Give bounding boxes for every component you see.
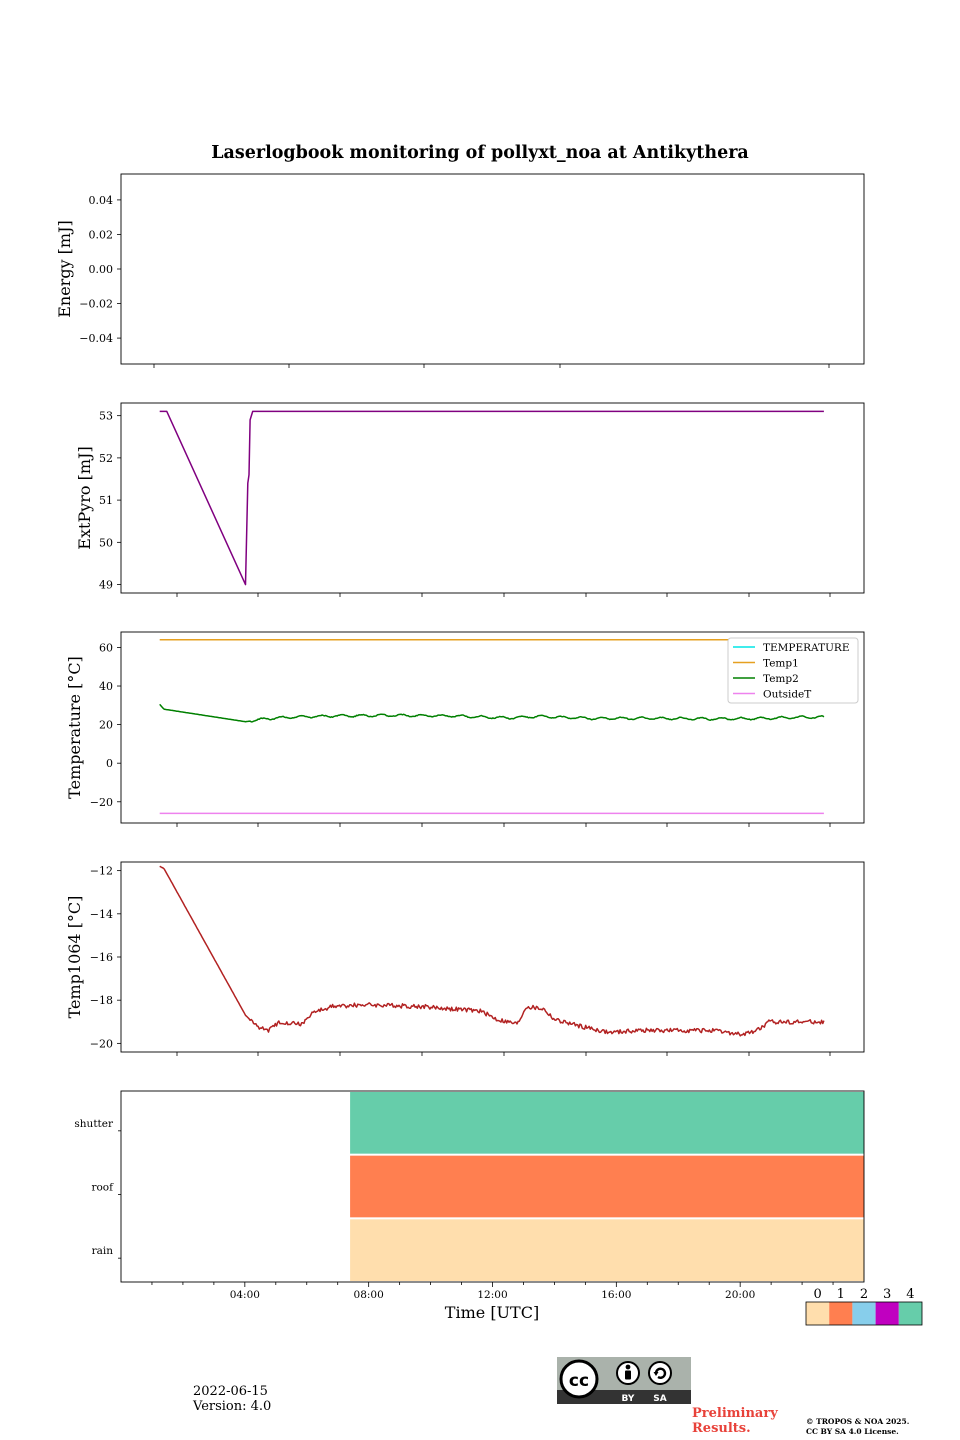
series-line-temp2 [159, 703, 825, 723]
chart-title: Laserlogbook monitoring of pollyxt_noa a… [211, 143, 749, 163]
y-tick-label: 0.02 [89, 228, 114, 241]
series-line [159, 865, 825, 1037]
legend-box [727, 637, 859, 704]
y-axis-label: Energy [mJ] [55, 220, 74, 318]
y-tick-label: −20 [90, 796, 113, 809]
legend-entry: Temp1 [763, 658, 799, 670]
sa-sharealike-icon [648, 1361, 672, 1385]
y-tick-label: 0.04 [89, 194, 114, 207]
y-tick-label: −18 [90, 994, 113, 1007]
row-label: roof [91, 1182, 114, 1194]
heatmap-band-shutter [350, 1092, 864, 1154]
legend-entry: TEMPERATURE [763, 642, 850, 654]
heatmap-band-roof [350, 1155, 864, 1218]
date-text: 2022-06-15 [193, 1384, 268, 1399]
colorbar-cell-0 [806, 1302, 830, 1325]
panel-3: 60 40 20 0 −20 Temperature [°C] TEMPERATURE Tem… [65, 631, 865, 827]
cc-license-badge: cc BY SA [557, 1357, 691, 1404]
x-tick-label: 20:00 [725, 1289, 755, 1301]
y-tick-label: 20 [99, 719, 113, 732]
x-tick-label: 04:00 [230, 1289, 260, 1301]
y-axis-label: Temperature [°C] [65, 656, 84, 799]
cc-icon [559, 1359, 599, 1399]
copyright-notice: © TROPOS & NOA 2025. CC BY SA 4.0 Licens… [806, 1417, 909, 1437]
colorbar-label: 3 [883, 1287, 891, 1302]
sa-label: SA [653, 1394, 666, 1404]
copyright-line-2: CC BY SA 4.0 License. [806, 1427, 899, 1436]
x-tick-label: 08:00 [354, 1289, 384, 1301]
x-axis-label: Time [UTC] [445, 1303, 539, 1322]
y-tick-label: −0.02 [79, 298, 113, 311]
row-label: rain [92, 1245, 114, 1257]
colorbar-frame [805, 1301, 923, 1326]
preliminary-line-2: Results. [692, 1421, 751, 1436]
y-tick-label: −12 [90, 865, 113, 878]
y-tick-label: 0.00 [89, 263, 114, 276]
x-tick-label: 16:00 [601, 1289, 631, 1301]
x-tick-label: 12:00 [477, 1289, 507, 1301]
preliminary-line-1: Preliminary [692, 1406, 778, 1421]
panel-1: 0.04 0.02 0.00 −0.02 −0.04 Energy [mJ] [55, 173, 865, 368]
axes-frame [120, 173, 865, 365]
y-tick-label: 53 [99, 410, 113, 423]
y-axis-label: ExtPyro [mJ] [75, 446, 94, 549]
panel-2: 53 52 51 50 49 ExtPyro [mJ] [75, 402, 865, 597]
y-tick-label: −0.04 [79, 332, 113, 345]
y-tick-label: 60 [99, 641, 113, 654]
y-tick-label: 40 [99, 680, 113, 693]
colorbar-label: 0 [813, 1287, 821, 1302]
axes-frame [120, 631, 865, 824]
colorbar-label: 1 [837, 1287, 845, 1302]
heatmap-band-rain [350, 1219, 864, 1281]
colorbar-cell-1 [829, 1302, 853, 1325]
colorbar-cell-4 [898, 1302, 922, 1325]
y-axis-label: Temp1064 [°C] [65, 896, 84, 1019]
cc-icon-label: cc [569, 1371, 589, 1391]
axes-frame [120, 402, 865, 594]
y-tick-label: 51 [99, 494, 113, 507]
y-tick-label: −20 [90, 1037, 113, 1050]
by-label: BY [622, 1394, 635, 1404]
y-tick-label: 49 [99, 579, 113, 592]
axes-frame [120, 861, 865, 1053]
colorbar-label: 4 [906, 1287, 914, 1302]
y-tick-label: 52 [99, 452, 113, 465]
y-tick-label: 0 [106, 757, 113, 770]
preliminary-notice: Preliminary Results. [692, 1406, 802, 1436]
y-tick-label: −14 [90, 908, 113, 921]
version-text: Version: 4.0 [193, 1399, 272, 1414]
y-tick-label: −16 [90, 951, 113, 964]
colorbar-label: 2 [860, 1287, 868, 1302]
panel-4: −12 −14 −16 −18 −20 Temp1064 [°C] [65, 861, 865, 1056]
copyright-line-1: © TROPOS & NOA 2025. [806, 1417, 910, 1426]
legend: TEMPERATURE Temp1 Temp2 OutsideT [727, 637, 859, 704]
legend-entry: OutsideT [763, 689, 811, 701]
axes-frame [120, 1090, 865, 1283]
panel-5: shutter roof rain 04:00 08:00 12:00 16:00 20:00 [74, 1090, 865, 1301]
legend-entry: Temp2 [763, 673, 799, 685]
y-tick-label: 50 [99, 536, 113, 549]
colorbar-cell-3 [875, 1302, 899, 1325]
date-version-block: 2022-06-15 Version: 4.0 [193, 1384, 271, 1414]
colorbar-cell-2 [852, 1302, 876, 1325]
series-line [159, 410, 824, 586]
row-label: shutter [74, 1118, 114, 1130]
